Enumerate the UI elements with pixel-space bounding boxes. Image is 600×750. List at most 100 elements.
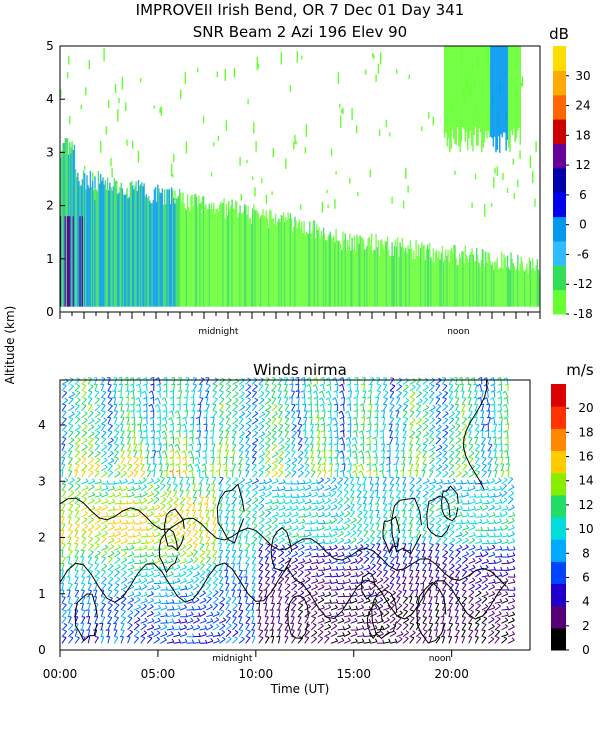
wind-barb	[156, 450, 161, 458]
wind-barb	[218, 383, 224, 392]
wind-barb	[389, 483, 395, 491]
wind-barb	[133, 585, 142, 591]
wind-barb	[169, 423, 174, 431]
wind-barb	[345, 410, 352, 418]
wind-barb	[488, 571, 496, 578]
wind-barb	[409, 536, 414, 544]
wind-barb	[68, 430, 74, 438]
wind-barb	[205, 483, 211, 491]
snr-echo-column	[319, 238, 321, 307]
wind-barb	[369, 490, 375, 498]
snr-upper-echo	[499, 46, 501, 153]
snr-echo-column	[161, 188, 164, 307]
wind-barb	[297, 443, 303, 452]
wind-barb	[395, 410, 400, 418]
snr-echo-column	[313, 220, 316, 307]
wind-barb	[217, 463, 222, 471]
snr-echo-column	[263, 215, 265, 307]
snr-echo-column	[400, 246, 402, 307]
wind-barb	[455, 457, 461, 465]
snr-echo-speck	[224, 69, 226, 81]
wind-barb	[429, 444, 436, 452]
wind-colorbar-swatch	[551, 605, 566, 629]
wind-barb	[219, 602, 225, 611]
wind-barb	[468, 564, 476, 571]
wind-barb	[140, 544, 148, 551]
wind-barb	[225, 503, 231, 511]
wind-barb	[140, 477, 147, 485]
snr-echo-column	[118, 192, 120, 307]
snr-y-tick-label: 3	[46, 145, 54, 159]
wind-barb	[379, 469, 384, 478]
wind-barb	[488, 584, 496, 591]
wind-barb	[448, 424, 456, 432]
wind-barb	[337, 551, 345, 558]
wind-contour-line	[371, 589, 398, 640]
wind-barb	[356, 570, 364, 578]
wind-barb	[415, 549, 421, 558]
wind-barb	[160, 510, 167, 518]
wind-barb	[251, 430, 259, 438]
snr-echo-speck	[337, 72, 340, 84]
snr-echo-speck	[202, 115, 205, 124]
wind-barb	[340, 430, 345, 438]
wind-barb	[100, 403, 106, 412]
wind-barb	[232, 596, 237, 604]
wind-barb	[297, 423, 303, 432]
wind-barb	[185, 490, 190, 498]
wind-barb	[87, 582, 93, 591]
wind-barb	[379, 463, 384, 471]
wind-barb	[94, 410, 101, 419]
wind-barb	[295, 396, 300, 405]
wind-barb	[324, 525, 332, 531]
wind-barb	[114, 450, 119, 458]
wind-barb	[218, 503, 223, 511]
wind-barb	[428, 450, 435, 458]
wind-barb	[173, 577, 181, 584]
wind-barb	[350, 638, 358, 644]
snr-echo-speck	[184, 72, 186, 84]
snr-upper-echo	[483, 46, 486, 143]
wind-barb	[232, 582, 237, 591]
wind-barb	[160, 604, 168, 611]
wind-barb	[93, 377, 98, 385]
wind-speed-contours	[59, 379, 507, 644]
wind-barb	[251, 497, 259, 505]
wind-barb	[356, 537, 364, 545]
wind-barb	[394, 436, 399, 445]
wind-barb	[363, 509, 368, 518]
snr-upper-echo	[460, 46, 463, 142]
wind-barb	[87, 390, 93, 398]
wind-barb	[238, 616, 243, 624]
wind-barb	[389, 590, 397, 598]
snr-strong-echo	[68, 216, 70, 307]
wind-barb	[243, 576, 248, 584]
wind-barb	[435, 383, 441, 392]
wind-barb	[135, 397, 142, 405]
wind-barb	[488, 559, 496, 565]
wind-barb	[297, 622, 303, 631]
wind-barb	[154, 404, 161, 412]
snr-strong-echo	[81, 216, 84, 307]
snr-echo-column	[348, 246, 350, 307]
snr-echo-column	[495, 262, 497, 307]
wind-barb	[402, 483, 407, 491]
wind-barb	[265, 524, 272, 531]
wind-barb	[428, 410, 435, 418]
wind-barb	[245, 516, 251, 525]
wind-barb	[107, 583, 113, 591]
wind-barb	[133, 623, 140, 631]
snr-echo-column	[386, 236, 389, 307]
snr-echo-column	[336, 240, 338, 307]
wind-barb	[61, 463, 66, 471]
wind-barb	[99, 622, 104, 631]
wind-barb	[186, 496, 192, 505]
wind-barb	[278, 485, 286, 492]
wind-barb	[409, 397, 416, 405]
wind-barb	[258, 510, 265, 518]
wind-barb	[455, 410, 461, 418]
snr-echo-speck	[160, 106, 162, 116]
wind-barb	[264, 550, 271, 558]
wind-y-tick-label: 4	[38, 418, 46, 432]
wind-barb	[61, 483, 67, 491]
